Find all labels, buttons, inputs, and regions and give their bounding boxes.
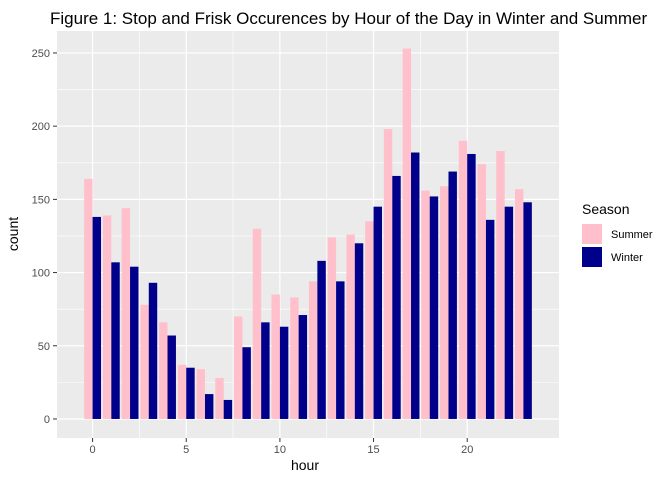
bar-winter-16 (392, 175, 401, 419)
bar-summer-4 (159, 322, 168, 419)
chart-title: Figure 1: Stop and Frisk Occurences by H… (50, 9, 647, 28)
bar-summer-20 (458, 140, 468, 419)
y-axis-title: count (5, 217, 21, 251)
bar-winter-20 (467, 153, 476, 419)
bar-winter-18 (429, 196, 439, 419)
x-tick-label: 10 (274, 444, 286, 456)
bar-winter-22 (504, 206, 514, 419)
legend-title: Season (582, 201, 629, 217)
bar-winter-4 (167, 335, 176, 419)
bar-summer-14 (346, 234, 355, 419)
x-tick-label: 15 (367, 444, 379, 456)
bar-winter-8 (242, 347, 251, 419)
x-tick-label: 5 (183, 444, 189, 456)
bar-winter-13 (336, 281, 345, 419)
bar-summer-3 (140, 304, 149, 419)
legend-label-summer: Summer (611, 229, 653, 241)
y-axis-ticks: 0 50 100 150 200 250 (32, 48, 57, 426)
y-tick-label: 200 (32, 121, 50, 133)
x-axis-title: hour (291, 457, 319, 473)
bar-summer-22 (496, 151, 505, 419)
bar-winter-6 (204, 394, 214, 419)
bar-winter-15 (373, 206, 382, 419)
legend: Season Summer Winter (582, 201, 653, 267)
bar-summer-21 (477, 164, 486, 419)
bar-winter-3 (148, 282, 158, 419)
x-tick-label: 0 (90, 444, 96, 456)
bar-summer-18 (421, 190, 430, 419)
bar-winter-7 (223, 399, 233, 419)
bar-summer-8 (234, 316, 243, 419)
bar-summer-23 (514, 189, 524, 419)
bar-summer-13 (327, 237, 337, 419)
y-tick-label: 50 (38, 341, 50, 353)
bar-winter-10 (279, 326, 289, 419)
bar-summer-7 (215, 377, 224, 419)
bar-summer-16 (383, 129, 393, 419)
bar-winter-0 (92, 216, 102, 419)
y-tick-label: 250 (32, 48, 50, 60)
bars (84, 48, 532, 419)
y-tick-label: 0 (44, 414, 50, 426)
bar-summer-0 (84, 178, 93, 419)
bar-summer-5 (177, 364, 187, 419)
bar-summer-11 (290, 297, 299, 419)
legend-swatch-summer (582, 224, 602, 244)
bar-winter-9 (261, 322, 270, 419)
bar-summer-9 (252, 228, 262, 419)
bar-winter-11 (298, 315, 308, 419)
legend-label-winter: Winter (611, 252, 643, 264)
bar-winter-21 (485, 219, 495, 419)
bar-summer-10 (271, 294, 280, 419)
legend-swatch-winter (582, 247, 602, 267)
bar-summer-1 (102, 215, 112, 419)
x-axis-ticks: 0 5 10 15 20 (90, 438, 473, 456)
y-tick-label: 150 (32, 194, 50, 206)
bar-summer-12 (308, 281, 318, 419)
bar-winter-5 (186, 367, 195, 419)
bar-summer-19 (440, 186, 449, 419)
bar-summer-17 (402, 48, 412, 419)
bar-winter-2 (130, 266, 139, 419)
bar-winter-1 (111, 262, 120, 419)
bar-summer-6 (196, 369, 205, 419)
bar-winter-19 (448, 171, 457, 419)
bar-winter-14 (354, 243, 364, 419)
bar-winter-17 (411, 152, 420, 419)
y-tick-label: 100 (32, 268, 50, 280)
bar-summer-2 (121, 208, 131, 419)
bar-summer-15 (365, 221, 374, 419)
bar-winter-12 (317, 260, 326, 419)
bar-winter-23 (523, 202, 532, 419)
x-tick-label: 20 (461, 444, 473, 456)
